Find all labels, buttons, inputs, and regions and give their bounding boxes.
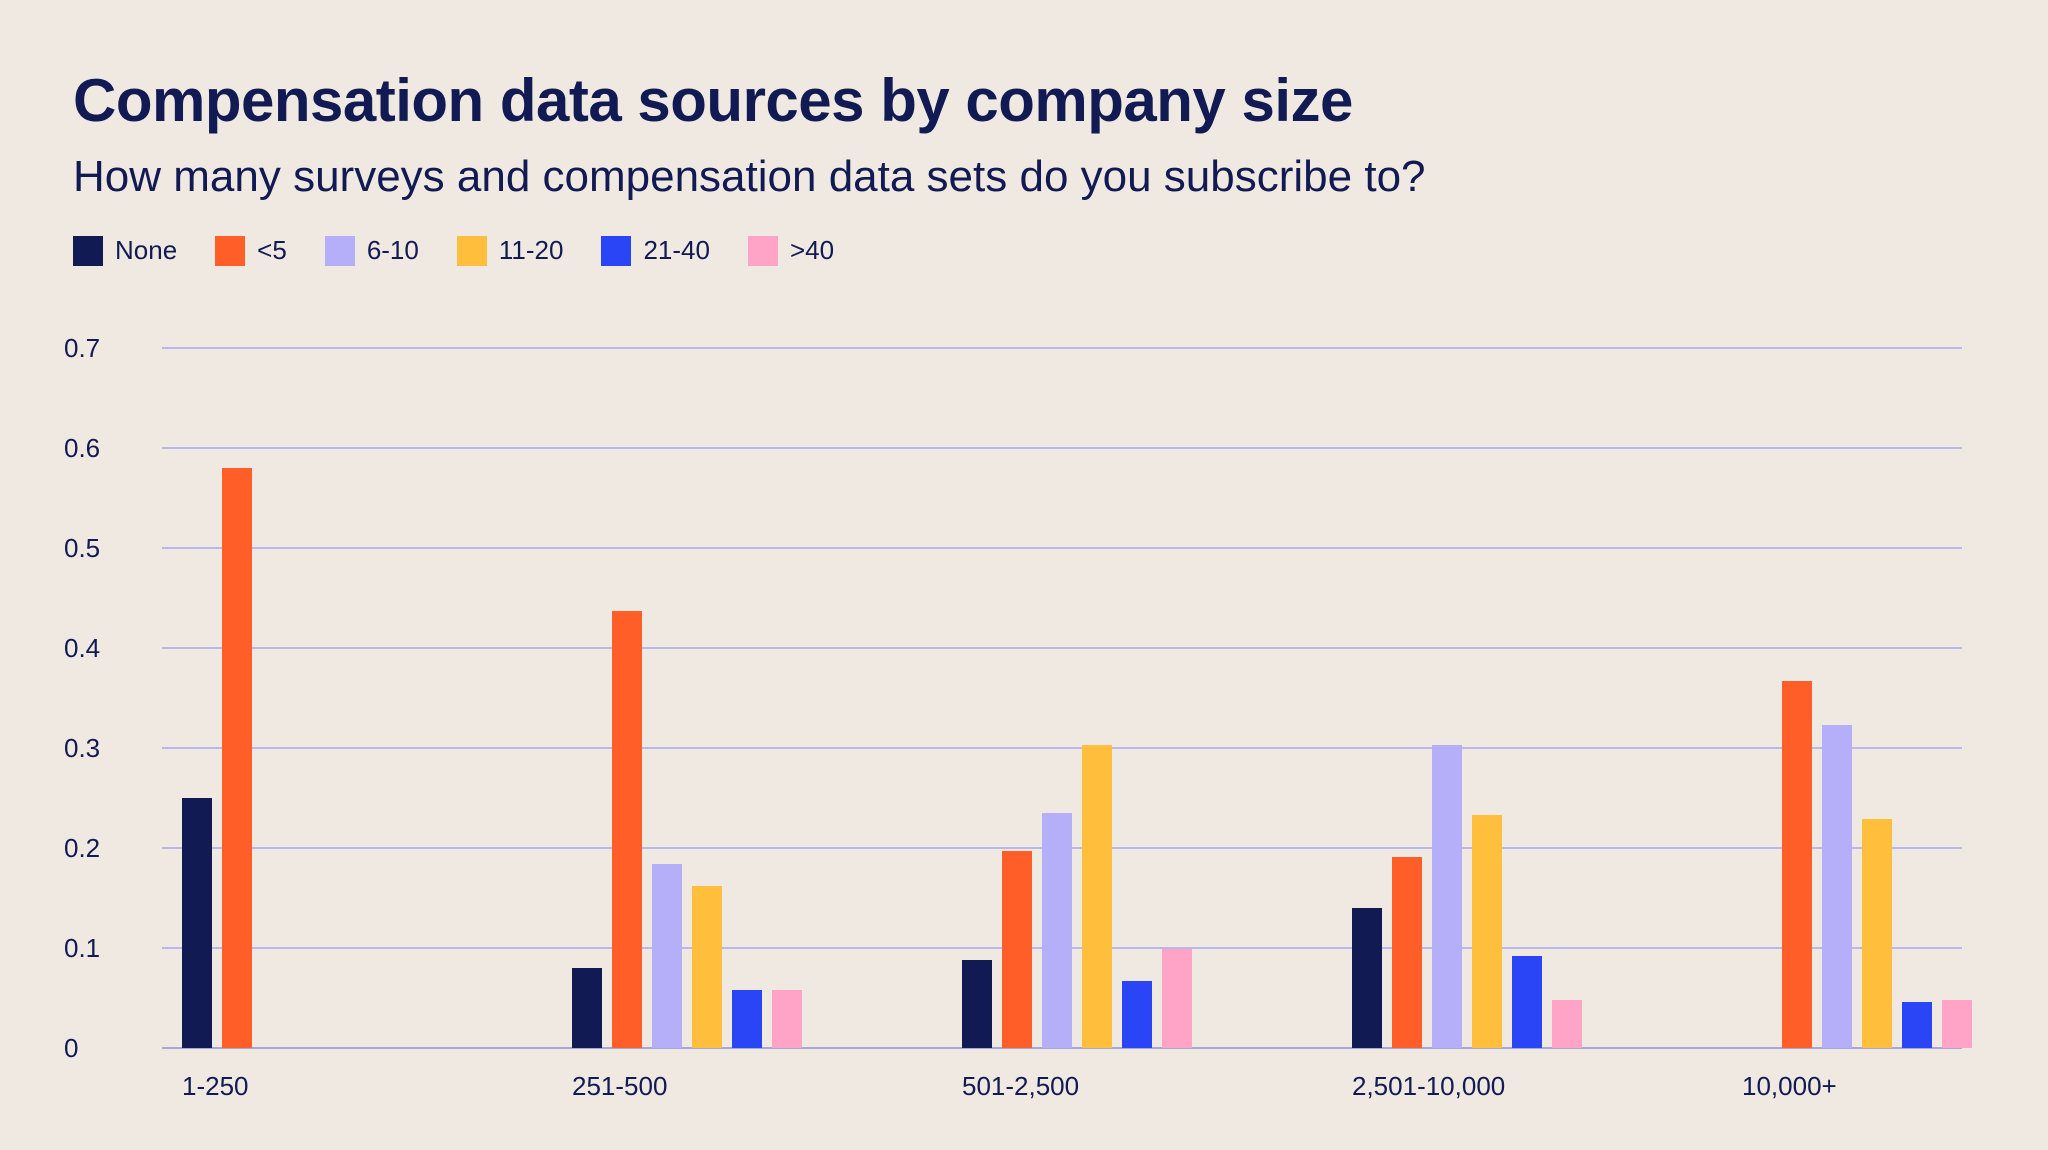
bar-610-1 [652,864,682,1048]
bar-610-2 [1042,813,1072,1048]
chart-subtitle: How many surveys and compensation data s… [73,152,1426,201]
bar-2140-4 [1902,1002,1932,1048]
bar-610-3 [1432,745,1462,1048]
legend-swatch [456,235,487,266]
x-tick-label: 2,501-10,000 [1352,1071,1505,1101]
bar-None-2 [962,960,992,1048]
bar-5-2 [1002,851,1032,1048]
bar-5-0 [222,468,252,1048]
legend-item: None [73,235,177,266]
bar-2140-3 [1512,956,1542,1048]
legend-item: <5 [215,235,287,266]
bar-610-4 [1822,725,1852,1048]
bar-5-4 [1782,681,1812,1048]
bar-40-4 [1942,1000,1972,1048]
legend-item: 21-40 [601,235,710,266]
legend-swatch [601,235,632,266]
bar-40-1 [772,990,802,1048]
y-tick-label: 0.5 [64,533,100,563]
y-tick-label: 0.7 [64,333,100,363]
legend-label: None [115,235,178,265]
y-tick-label: 0 [64,1033,78,1063]
y-tick-label: 0.4 [64,633,100,663]
bar-1120-3 [1472,815,1502,1048]
x-tick-label: 10,000+ [1742,1071,1837,1101]
y-tick-label: 0.6 [64,433,100,463]
legend-label: <5 [257,235,287,265]
legend-item: 6-10 [324,235,419,266]
bar-1120-4 [1862,819,1892,1048]
chart-title: Compensation data sources by company siz… [73,67,1353,134]
legend-swatch [747,235,778,266]
bar-1120-2 [1082,745,1112,1048]
bar-1120-1 [692,886,722,1048]
bar-None-3 [1352,908,1382,1048]
legend-label: 11-20 [498,235,564,265]
x-tick-label: 501-2,500 [962,1071,1079,1101]
legend-swatch [215,235,246,266]
y-tick-label: 0.1 [64,933,100,963]
bar-5-3 [1392,857,1422,1048]
x-tick-label: 251-500 [572,1071,667,1101]
bar-None-1 [572,968,602,1048]
chart-legend: None <5 6-10 11-20 21-40 >40 [73,235,872,266]
legend-label: 21-40 [643,235,710,265]
legend-item: >40 [747,235,835,266]
legend-swatch [73,235,103,266]
y-tick-label: 0.2 [64,833,100,863]
legend-label: >40 [789,235,835,265]
x-tick-label: 1-250 [182,1071,249,1101]
bar-40-3 [1552,1000,1582,1048]
legend-label: 6-10 [366,235,419,265]
bar-None-0 [182,798,212,1048]
legend-item: 11-20 [456,235,564,266]
bar-5-1 [612,611,642,1048]
y-tick-label: 0.3 [64,733,100,763]
bar-2140-1 [732,990,762,1048]
legend-swatch [324,235,355,266]
bar-2140-2 [1122,981,1152,1048]
bar-40-2 [1162,949,1192,1048]
